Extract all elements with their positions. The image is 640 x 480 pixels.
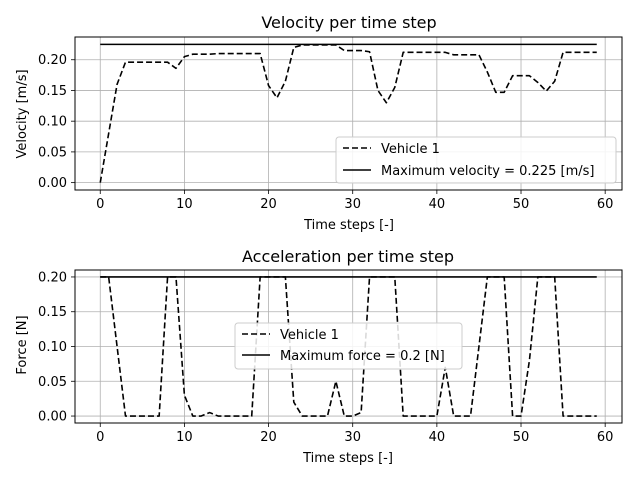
acceleration-xtick-label-1: 10: [176, 430, 193, 445]
velocity-ytick-label-3: 0.15: [38, 84, 67, 99]
velocity-chart-title: Velocity per time step: [261, 13, 436, 32]
acceleration-ytick-label-1: 0.05: [38, 375, 67, 390]
acceleration-series-group: [100, 276, 597, 417]
acceleration-xtick-label-0: 0: [96, 430, 104, 445]
acceleration-legend-label-max: Maximum force = 0.2 [N]: [280, 349, 445, 364]
velocity-xtick-label-6: 60: [597, 197, 614, 212]
acceleration-chart-title: Acceleration per time step: [242, 247, 454, 266]
velocity-xtick-label-4: 40: [429, 197, 446, 212]
acceleration-xtick-label-4: 40: [429, 430, 446, 445]
acceleration-xtick-label-2: 20: [260, 430, 277, 445]
velocity-xtick-label-5: 50: [513, 197, 530, 212]
velocity-xtick-label-0: 0: [96, 197, 104, 212]
velocity-xtick-label-1: 10: [176, 197, 193, 212]
velocity-legend-label-vehicle: Vehicle 1: [381, 142, 440, 157]
acceleration-chart: Acceleration per time step Time steps [-…: [15, 247, 623, 466]
velocity-xtick-label-3: 30: [344, 197, 361, 212]
acceleration-legend: Vehicle 1 Maximum force = 0.2 [N]: [234, 322, 463, 370]
velocity-ytick-label-4: 0.20: [38, 53, 67, 68]
velocity-chart: Velocity per time step Time steps [-] Ve…: [15, 13, 623, 233]
velocity-ytick-label-1: 0.05: [38, 145, 67, 160]
acceleration-ytick-label-2: 0.10: [38, 340, 67, 355]
velocity-legend-box: [335, 136, 617, 184]
acceleration-ytick-label-3: 0.15: [38, 305, 67, 320]
acceleration-y-axis-label: Force [N]: [15, 315, 30, 374]
velocity-series-group: [99, 43, 597, 183]
velocity-legend-label-max: Maximum velocity = 0.225 [m/s]: [381, 164, 594, 179]
acceleration-xtick-label-6: 60: [597, 430, 614, 445]
acceleration-legend-label-vehicle: Vehicle 1: [280, 328, 339, 343]
acceleration-ticks: 0 10 20 30 40 50 60 0.00 0.05 0.10 0.15 0.20: [38, 270, 613, 445]
acceleration-legend-box: [234, 322, 463, 370]
acceleration-xtick-label-5: 50: [513, 430, 530, 445]
acceleration-ytick-label-4: 0.20: [38, 270, 67, 285]
acceleration-ytick-label-0: 0.00: [38, 410, 67, 425]
velocity-plot-frame: [74, 36, 623, 191]
velocity-ytick-label-2: 0.10: [38, 115, 67, 130]
velocity-x-axis-label: Time steps [-]: [303, 218, 394, 233]
acceleration-series-vehicle-1-line: [100, 276, 597, 417]
velocity-y-axis-label: Velocity [m/s]: [15, 69, 30, 158]
velocity-ytick-label-0: 0.00: [38, 176, 67, 191]
acceleration-xtick-label-3: 30: [344, 430, 361, 445]
acceleration-x-axis-label: Time steps [-]: [302, 451, 393, 466]
velocity-ticks: 0 10 20 30 40 50 60 0.00 0.05 0.10 0.15 0.20: [38, 53, 613, 212]
velocity-legend: Vehicle 1 Maximum velocity = 0.225 [m/s]: [335, 136, 617, 184]
velocity-xtick-label-2: 20: [260, 197, 277, 212]
velocity-series-vehicle-1-line: [99, 44, 597, 183]
